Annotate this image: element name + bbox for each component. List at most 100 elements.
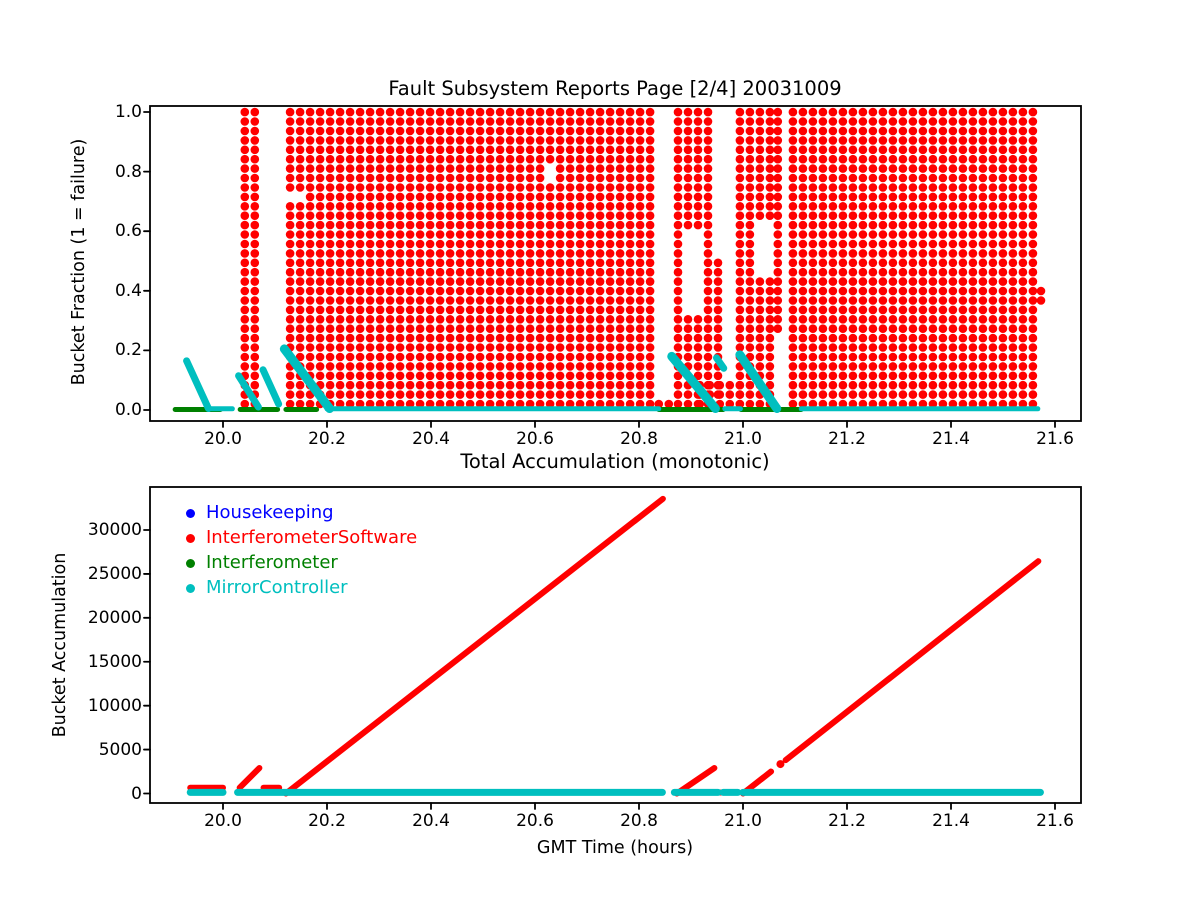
fault-dot bbox=[683, 399, 693, 409]
fault-dot bbox=[898, 211, 908, 220]
fault-dot bbox=[495, 173, 505, 183]
fault-dot bbox=[938, 343, 948, 352]
fault-dot bbox=[565, 117, 575, 126]
fault-dot bbox=[808, 173, 818, 183]
fault-dot bbox=[535, 183, 545, 192]
fault-dot bbox=[475, 343, 485, 352]
fault-dot bbox=[485, 173, 495, 183]
fault-dot bbox=[415, 258, 425, 268]
fault-dot bbox=[285, 239, 295, 249]
fault-dot bbox=[475, 371, 485, 381]
fault-dot bbox=[988, 192, 998, 202]
fault-dot bbox=[818, 305, 828, 315]
fault-dot bbox=[435, 333, 445, 343]
fault-dot bbox=[898, 107, 908, 117]
fault-dot bbox=[828, 126, 838, 136]
fault-dot bbox=[605, 220, 615, 230]
fault-dot bbox=[565, 164, 575, 173]
fault-dot bbox=[988, 267, 998, 277]
fault-dot bbox=[788, 154, 798, 164]
fault-dot bbox=[848, 362, 858, 371]
fault-dot bbox=[908, 380, 918, 390]
fault-dot bbox=[415, 286, 425, 296]
fault-dot bbox=[755, 296, 765, 305]
fault-dot bbox=[585, 390, 595, 399]
fault-dot bbox=[585, 136, 595, 145]
top-y-tick-label: 1.0 bbox=[114, 102, 142, 122]
fault-dot bbox=[673, 343, 683, 352]
fault-dot bbox=[545, 117, 555, 126]
fault-dot bbox=[415, 117, 425, 126]
fault-dot bbox=[535, 305, 545, 315]
fault-dot bbox=[465, 305, 475, 315]
fault-dot bbox=[285, 117, 295, 126]
fault-dot bbox=[1028, 399, 1038, 409]
fault-dot bbox=[818, 371, 828, 381]
fault-dot bbox=[475, 333, 485, 343]
fault-dot bbox=[808, 107, 818, 117]
top-y-tick-label: 0.8 bbox=[114, 161, 142, 182]
fault-dot bbox=[435, 192, 445, 202]
fault-dot bbox=[595, 145, 605, 155]
fault-dot bbox=[415, 211, 425, 220]
fault-dot bbox=[645, 136, 655, 145]
fault-dot bbox=[425, 173, 435, 183]
fault-dot bbox=[535, 343, 545, 352]
fault-dot bbox=[485, 343, 495, 352]
fault-dot bbox=[315, 145, 325, 155]
fault-dot bbox=[848, 333, 858, 343]
fault-dot bbox=[828, 249, 838, 258]
fault-dot bbox=[645, 154, 655, 164]
fault-dot bbox=[1028, 296, 1038, 305]
fault-dot bbox=[525, 390, 535, 399]
fault-dot bbox=[918, 202, 928, 211]
fault-dot bbox=[305, 230, 315, 239]
fault-dot bbox=[415, 315, 425, 324]
fault-dot bbox=[868, 267, 878, 277]
fault-dot bbox=[615, 145, 625, 155]
fault-dot bbox=[808, 333, 818, 343]
fault-dot bbox=[948, 305, 958, 315]
fault-dot bbox=[545, 324, 555, 334]
fault-dot bbox=[798, 258, 808, 268]
fault-dot bbox=[898, 267, 908, 277]
fault-dot bbox=[858, 324, 868, 334]
fault-dot bbox=[285, 380, 295, 390]
fault-dot bbox=[445, 192, 455, 202]
fault-dot bbox=[848, 117, 858, 126]
fault-dot bbox=[395, 202, 405, 211]
fault-dot bbox=[355, 239, 365, 249]
fault-dot bbox=[765, 324, 775, 334]
fault-dot bbox=[395, 258, 405, 268]
top-x-tick-label: 20.6 bbox=[516, 429, 554, 449]
fault-dot bbox=[625, 107, 635, 117]
fault-dot bbox=[773, 286, 783, 296]
fault-dot bbox=[978, 305, 988, 315]
fault-dot bbox=[868, 296, 878, 305]
fault-dot bbox=[968, 399, 978, 409]
fault-dot bbox=[565, 145, 575, 155]
fault-dot bbox=[250, 333, 260, 343]
fault-dot bbox=[605, 173, 615, 183]
fault-dot bbox=[968, 230, 978, 239]
fault-dot bbox=[1028, 305, 1038, 315]
fault-dot bbox=[928, 117, 938, 126]
fault-dot bbox=[625, 173, 635, 183]
fault-dot bbox=[425, 220, 435, 230]
fault-dot bbox=[898, 220, 908, 230]
fault-dot bbox=[345, 183, 355, 192]
fault-dot bbox=[385, 220, 395, 230]
fault-dot bbox=[355, 154, 365, 164]
fault-dot bbox=[465, 371, 475, 381]
fault-dot bbox=[625, 380, 635, 390]
fault-dot bbox=[305, 362, 315, 371]
fault-dot bbox=[968, 164, 978, 173]
fault-dot bbox=[818, 183, 828, 192]
fault-dot bbox=[818, 173, 828, 183]
fault-dot bbox=[525, 362, 535, 371]
fault-dot bbox=[455, 164, 465, 173]
fault-dot bbox=[595, 390, 605, 399]
fault-dot bbox=[888, 145, 898, 155]
fault-dot bbox=[335, 362, 345, 371]
fault-dot bbox=[325, 126, 335, 136]
